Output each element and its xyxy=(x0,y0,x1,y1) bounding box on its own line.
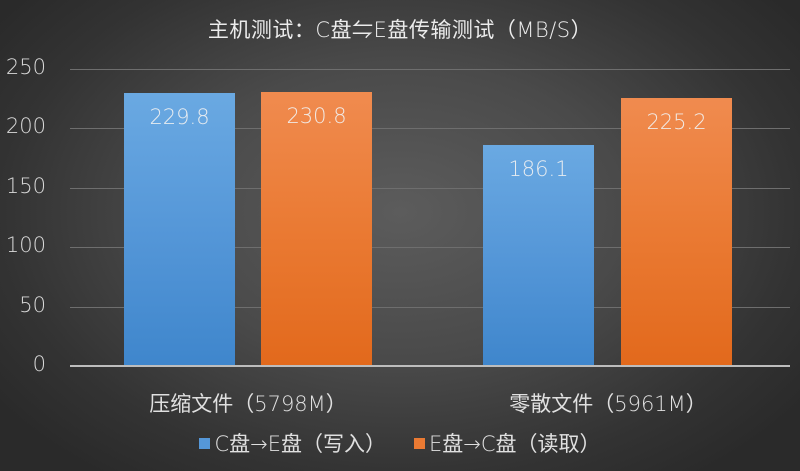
legend-item-write: C盘→E盘（写入） xyxy=(199,428,386,458)
y-tick-label: 150 xyxy=(5,174,46,198)
bar-read-scattered: 225.2 xyxy=(621,98,732,366)
data-label: 230.8 xyxy=(286,104,347,128)
category-label-scattered: 零散文件（5961M） xyxy=(509,392,707,416)
legend: C盘→E盘（写入） E盘→C盘（读取） xyxy=(0,428,800,458)
y-tick-label: 0 xyxy=(32,352,46,376)
legend-label: C盘→E盘（写入） xyxy=(214,432,386,456)
chart-title: 主机测试：C盘⇋E盘传输测试（MB/S） xyxy=(207,18,593,42)
gridline-100 xyxy=(70,247,790,248)
y-tick-label: 100 xyxy=(5,233,46,257)
y-tick-label: 250 xyxy=(5,55,46,79)
gridline-150 xyxy=(70,188,790,189)
bar-write-compressed: 229.8 xyxy=(124,93,235,366)
legend-label: E盘→C盘（读取） xyxy=(429,432,601,456)
gridline-250 xyxy=(70,69,790,70)
bar-write-scattered: 186.1 xyxy=(483,145,594,366)
legend-item-read: E盘→C盘（读取） xyxy=(414,428,601,458)
x-axis-line xyxy=(70,365,790,367)
gridline-50 xyxy=(70,307,790,308)
data-label: 229.8 xyxy=(149,105,210,129)
legend-swatch-orange xyxy=(414,437,425,449)
legend-swatch-blue xyxy=(199,437,211,449)
data-label: 225.2 xyxy=(646,110,707,134)
category-label-compressed: 压缩文件（5798M） xyxy=(149,392,347,416)
bar-read-compressed: 230.8 xyxy=(261,92,372,366)
data-label: 186.1 xyxy=(508,157,569,181)
y-tick-label: 50 xyxy=(19,293,46,317)
gridline-200 xyxy=(70,128,790,129)
y-tick-label: 200 xyxy=(5,114,46,138)
